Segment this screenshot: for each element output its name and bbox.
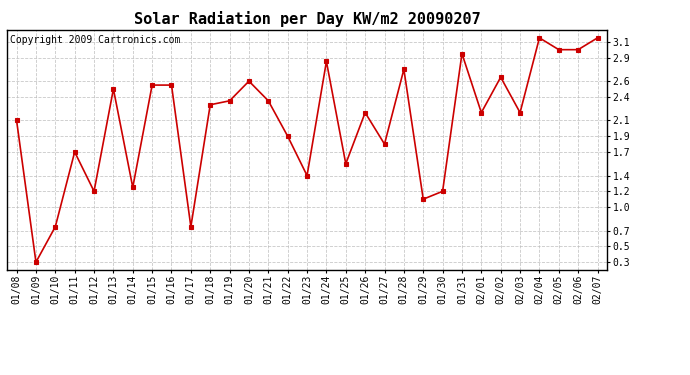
Title: Solar Radiation per Day KW/m2 20090207: Solar Radiation per Day KW/m2 20090207 [134,12,480,27]
Text: Copyright 2009 Cartronics.com: Copyright 2009 Cartronics.com [10,35,180,45]
